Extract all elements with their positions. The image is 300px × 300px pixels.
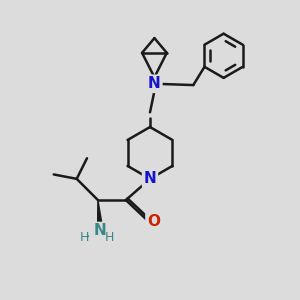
Text: O: O (147, 214, 160, 229)
Text: N: N (94, 224, 106, 238)
Text: H: H (105, 231, 114, 244)
Polygon shape (98, 200, 103, 230)
Text: N: N (148, 76, 161, 91)
Text: H: H (80, 231, 90, 244)
Text: N: N (144, 171, 156, 186)
